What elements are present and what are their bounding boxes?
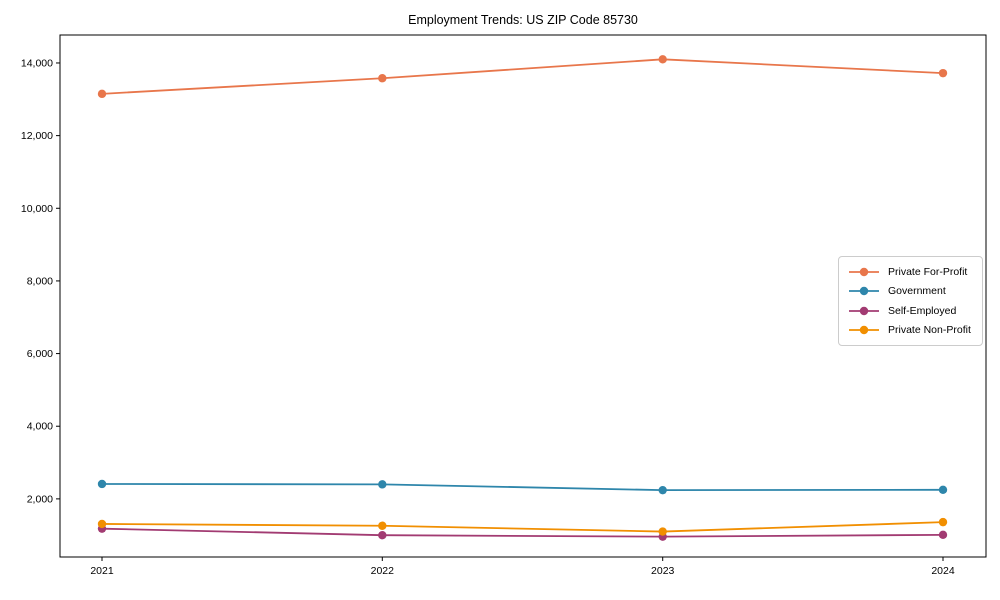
- y-tick-label: 10,000: [21, 203, 53, 215]
- legend-label: Private For-Profit: [888, 265, 968, 278]
- x-tick-label: 2023: [651, 565, 675, 577]
- legend-item-private-non-profit: Private Non-Profit: [848, 321, 971, 341]
- legend-label: Government: [888, 285, 946, 298]
- y-tick-label: 2,000: [27, 493, 53, 505]
- x-tick-label: 2021: [90, 565, 114, 577]
- data-point-government-2023: [658, 485, 667, 495]
- y-tick-label: 6,000: [27, 348, 53, 360]
- y-tick-label: 12,000: [21, 130, 53, 142]
- legend-swatch-icon: [849, 326, 879, 335]
- legend-item-private-for-profit: Private For-Profit: [848, 262, 971, 282]
- data-point-private-for-profit-2021: [97, 89, 107, 99]
- series-line-private-for-profit: [101, 58, 944, 95]
- data-point-government-2024: [938, 485, 948, 494]
- legend: Private For-Profit Government Self-Employe…: [838, 256, 983, 346]
- data-point-private-non-profit-2024: [938, 517, 948, 527]
- data-point-private-for-profit-2023: [658, 55, 667, 64]
- y-tick-label: 8,000: [27, 275, 53, 287]
- y-tick-label: 4,000: [27, 421, 53, 433]
- x-tick-label: 2024: [931, 565, 955, 577]
- legend-swatch-icon: [849, 267, 879, 276]
- data-point-private-non-profit-2022: [378, 521, 387, 530]
- legend-swatch-icon: [849, 287, 879, 296]
- chart-title: Employment Trends: US ZIP Code 85730: [408, 13, 638, 27]
- series-line-self-employed: [101, 527, 944, 538]
- series-line-private-non-profit: [101, 521, 944, 533]
- legend-label: Private Non-Profit: [888, 324, 971, 337]
- data-point-private-for-profit-2022: [378, 74, 387, 83]
- data-point-self-employed-2022: [378, 531, 387, 540]
- data-point-government-2021: [97, 479, 107, 489]
- plot-border: [59, 34, 987, 558]
- data-point-private-for-profit-2024: [938, 68, 948, 78]
- data-point-private-non-profit-2021: [97, 519, 107, 529]
- legend-item-government: Government: [848, 282, 971, 302]
- y-tick-label: 14,000: [21, 57, 53, 69]
- legend-swatch-icon: [849, 306, 879, 315]
- data-point-self-employed-2024: [938, 530, 948, 540]
- legend-label: Self-Employed: [888, 304, 957, 317]
- x-tick-label: 2022: [371, 565, 395, 577]
- data-point-private-non-profit-2023: [658, 527, 667, 536]
- data-point-government-2022: [378, 480, 387, 489]
- series-line-government: [101, 483, 944, 492]
- legend-item-self-employed: Self-Employed: [848, 301, 971, 321]
